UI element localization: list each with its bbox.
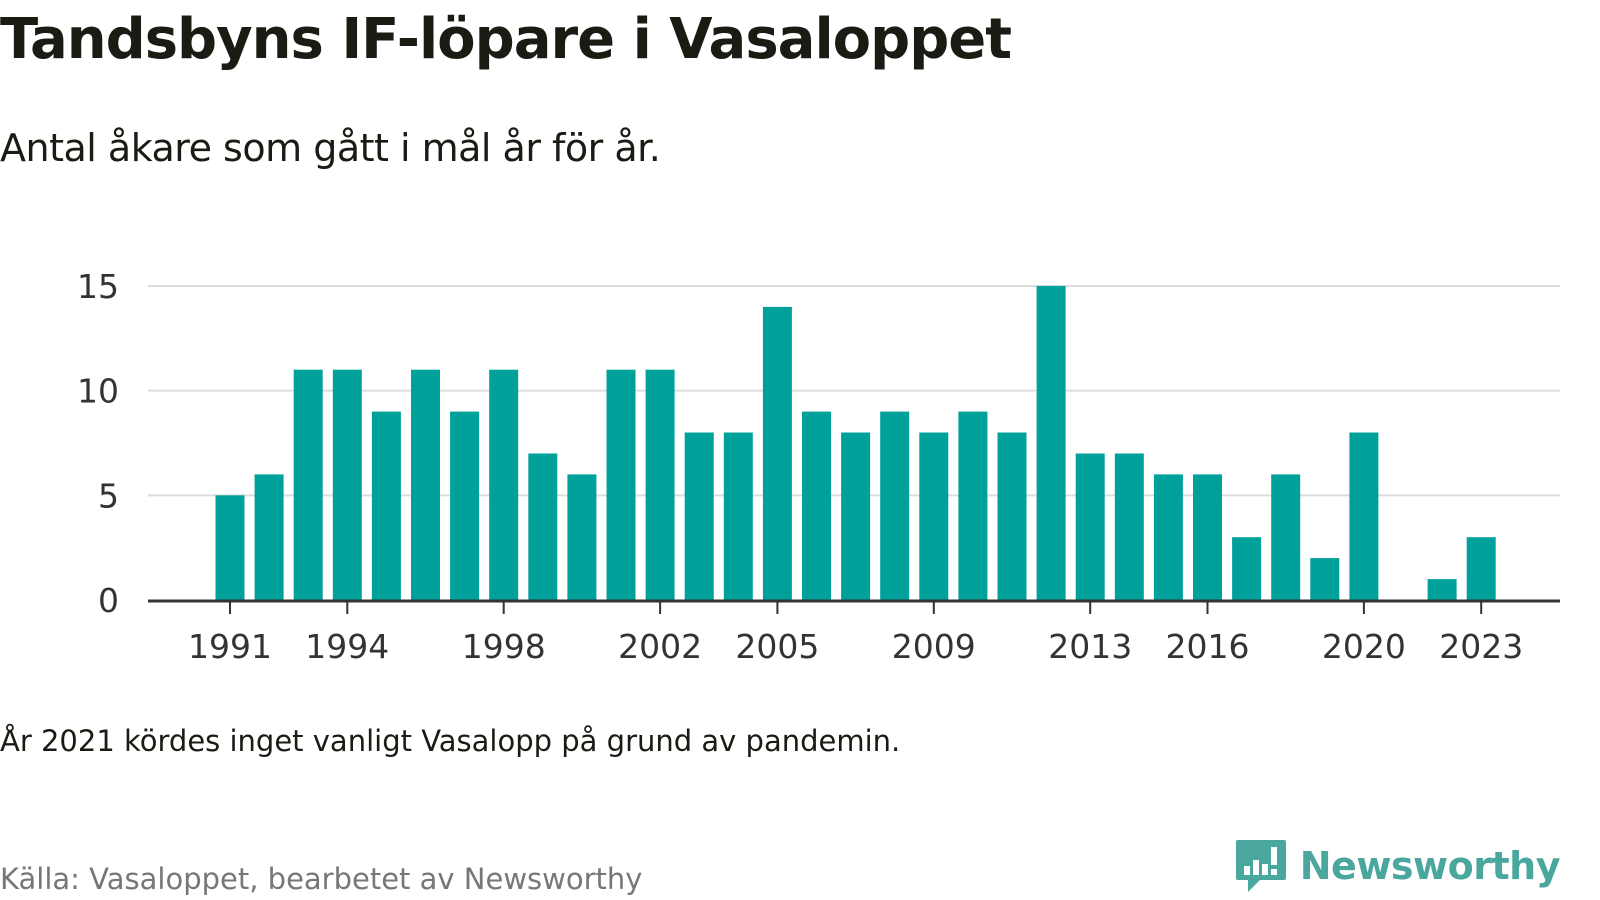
bar-1991 (215, 495, 245, 600)
bar-1993 (293, 369, 323, 600)
bar-2010 (958, 411, 988, 600)
bar-2018 (1271, 474, 1301, 600)
bar-2013 (1075, 453, 1105, 600)
chart-title: Tandsbyns IF-löpare i Vasaloppet (0, 7, 1012, 72)
x-tick-label-2005: 2005 (735, 627, 819, 666)
bar-2001 (606, 369, 636, 600)
bar-1997 (450, 411, 480, 600)
logo-wordmark: Newsworthy (1299, 844, 1561, 888)
axes: 0 5 10 15 1991 1994 1998 2002 2005 2009 2013 2016 20… (77, 267, 1560, 666)
bar-2009 (919, 432, 949, 600)
y-tick-label-5: 5 (98, 476, 119, 515)
bar-1999 (528, 453, 558, 600)
bar-2019 (1310, 558, 1340, 600)
bar-1994 (332, 369, 362, 600)
bar-2023 (1466, 537, 1496, 600)
bar-2006 (802, 411, 831, 600)
bar-2015 (1153, 474, 1183, 600)
bar-2014 (1114, 453, 1144, 600)
bar-2004 (723, 432, 753, 600)
y-tick-label-0: 0 (98, 581, 119, 620)
x-tick-label-1994: 1994 (305, 627, 389, 666)
chart-subtitle: Antal åkare som gått i mål år för år. (0, 126, 661, 170)
x-tick-label-2009: 2009 (892, 627, 976, 666)
newsworthy-bar-chart-speech-bubble-icon (1235, 840, 1286, 892)
bar-2007 (841, 432, 871, 600)
y-tick-label-15: 15 (77, 267, 119, 306)
bar-1998 (489, 369, 519, 600)
newsworthy-logo: Newsworthy (1234, 838, 1561, 894)
bar-2020 (1349, 432, 1379, 600)
x-tick-label-2016: 2016 (1166, 627, 1250, 666)
bar-2022 (1427, 579, 1457, 600)
bar-2003 (684, 432, 714, 600)
x-tick-label-1991: 1991 (188, 627, 272, 666)
bar-2017 (1232, 537, 1262, 600)
x-tick-label-2013: 2013 (1048, 627, 1132, 666)
bar-2002 (645, 369, 675, 600)
footnote: År 2021 kördes inget vanligt Vasalopp på… (0, 724, 901, 758)
bar-2016 (1193, 474, 1222, 600)
x-tick-label-2020: 2020 (1322, 627, 1406, 666)
bar-2012 (1036, 286, 1066, 600)
x-tick-label-2002: 2002 (618, 627, 702, 666)
bar-1995 (371, 411, 401, 600)
bar-2000 (567, 474, 597, 600)
bar-2008 (880, 411, 910, 600)
bar-2011 (997, 432, 1027, 600)
y-tick-label-10: 10 (77, 372, 119, 411)
x-tick-label-1998: 1998 (462, 627, 546, 666)
bar-2005 (762, 306, 792, 600)
bar-1996 (411, 369, 440, 600)
bars (215, 286, 1496, 600)
source-credit: Källa: Vasaloppet, bearbetet av Newswort… (0, 862, 643, 896)
bar-1992 (254, 474, 284, 600)
x-tick-label-2023: 2023 (1439, 627, 1523, 666)
bar-chart: 0 5 10 15 1991 1994 1998 2002 2005 2009 2013 2016 20… (77, 267, 1560, 666)
